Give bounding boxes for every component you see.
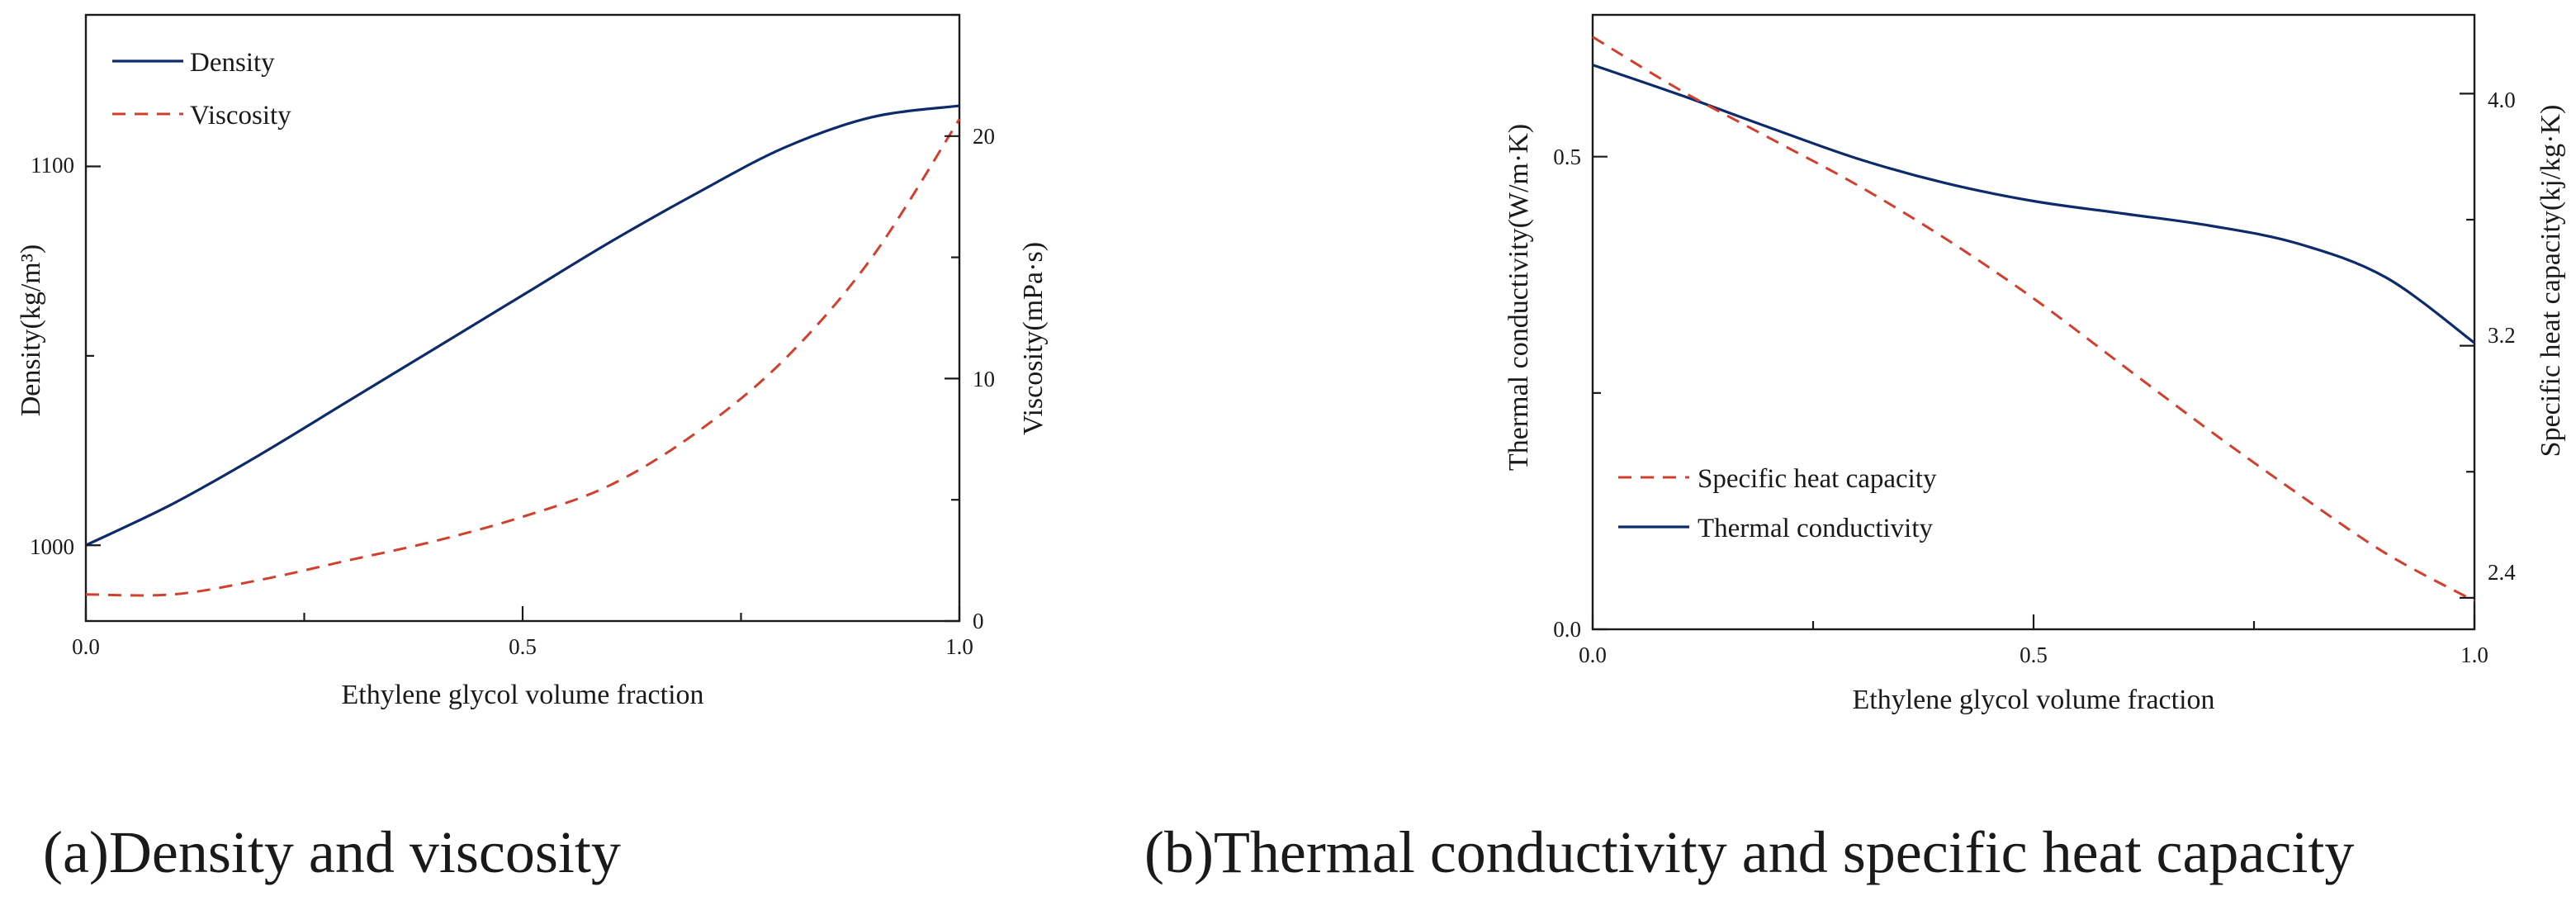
y-left-axis-label: Density(kg/m³): [16, 244, 46, 417]
y-right-tick-label: 20: [973, 124, 995, 149]
legend-label-density: Density: [190, 48, 275, 78]
panel-a-density-viscosity: 0.0 0.5 1.0 1000 1100 0 10 20 Ethylene g…: [16, 13, 1049, 710]
y-left-tick-label: 1100: [31, 153, 74, 178]
x-tick-label: 0.5: [2020, 643, 2048, 667]
x-tick-label: 0.0: [72, 634, 100, 659]
y-right-tick-label: 10: [973, 367, 995, 391]
series-layer-b: [1592, 36, 2475, 602]
y-right-tick-label: 2.4: [2488, 560, 2516, 585]
series-line-thermal-conductivity: [1592, 64, 2475, 344]
y-left-axis-label: Thermal conductivity(W/m·K): [1503, 124, 1534, 471]
y-left-tick-label: 0.0: [1553, 617, 1581, 642]
x-tick-label: 0.0: [1579, 643, 1607, 667]
x-tick-label: 0.5: [509, 634, 537, 659]
legend-a: Density Viscosity: [112, 48, 291, 130]
x-axis-label: Ethylene glycol volume fraction: [1852, 685, 2214, 715]
y-right-tick-label: 0: [973, 609, 984, 633]
x-axis-label: Ethylene glycol volume fraction: [341, 680, 703, 710]
caption-a: (a)Density and viscosity: [43, 819, 621, 885]
tick-layer-b: [1591, 92, 2476, 631]
y-left-tick-label: 1000: [30, 534, 74, 559]
x-tick-label: 1.0: [2460, 643, 2488, 667]
y-right-axis-label: Specific heat capacity(kj/kg·K): [2536, 105, 2566, 458]
y-left-tick-label: 0.5: [1553, 145, 1581, 169]
y-right-axis-label: Viscosity(mPa·s): [1018, 242, 1049, 435]
legend-b: Specific heat capacity Thermal conductiv…: [1618, 464, 1937, 543]
caption-b: (b)Thermal conductivity and specific hea…: [1144, 819, 2354, 885]
series-line-density: [85, 104, 960, 547]
legend-label-thermal-conductivity: Thermal conductivity: [1698, 514, 1933, 543]
series-layer-a: [85, 104, 961, 597]
panel-b-conductivity-heat-capacity: 0.0 0.5 1.0 0.0 0.5 2.4 3.2 4.0 Ethylene…: [1503, 13, 2566, 715]
legend-label-specific-heat: Specific heat capacity: [1698, 464, 1937, 494]
y-right-tick-label: 3.2: [2488, 323, 2516, 348]
series-line-specific-heat-capacity: [1592, 36, 2475, 602]
tick-layer-a: [84, 13, 961, 623]
x-tick-label: 1.0: [945, 634, 973, 659]
series-line-viscosity: [85, 118, 961, 597]
y-right-tick-label: 4.0: [2488, 88, 2516, 112]
legend-label-viscosity: Viscosity: [190, 101, 291, 130]
